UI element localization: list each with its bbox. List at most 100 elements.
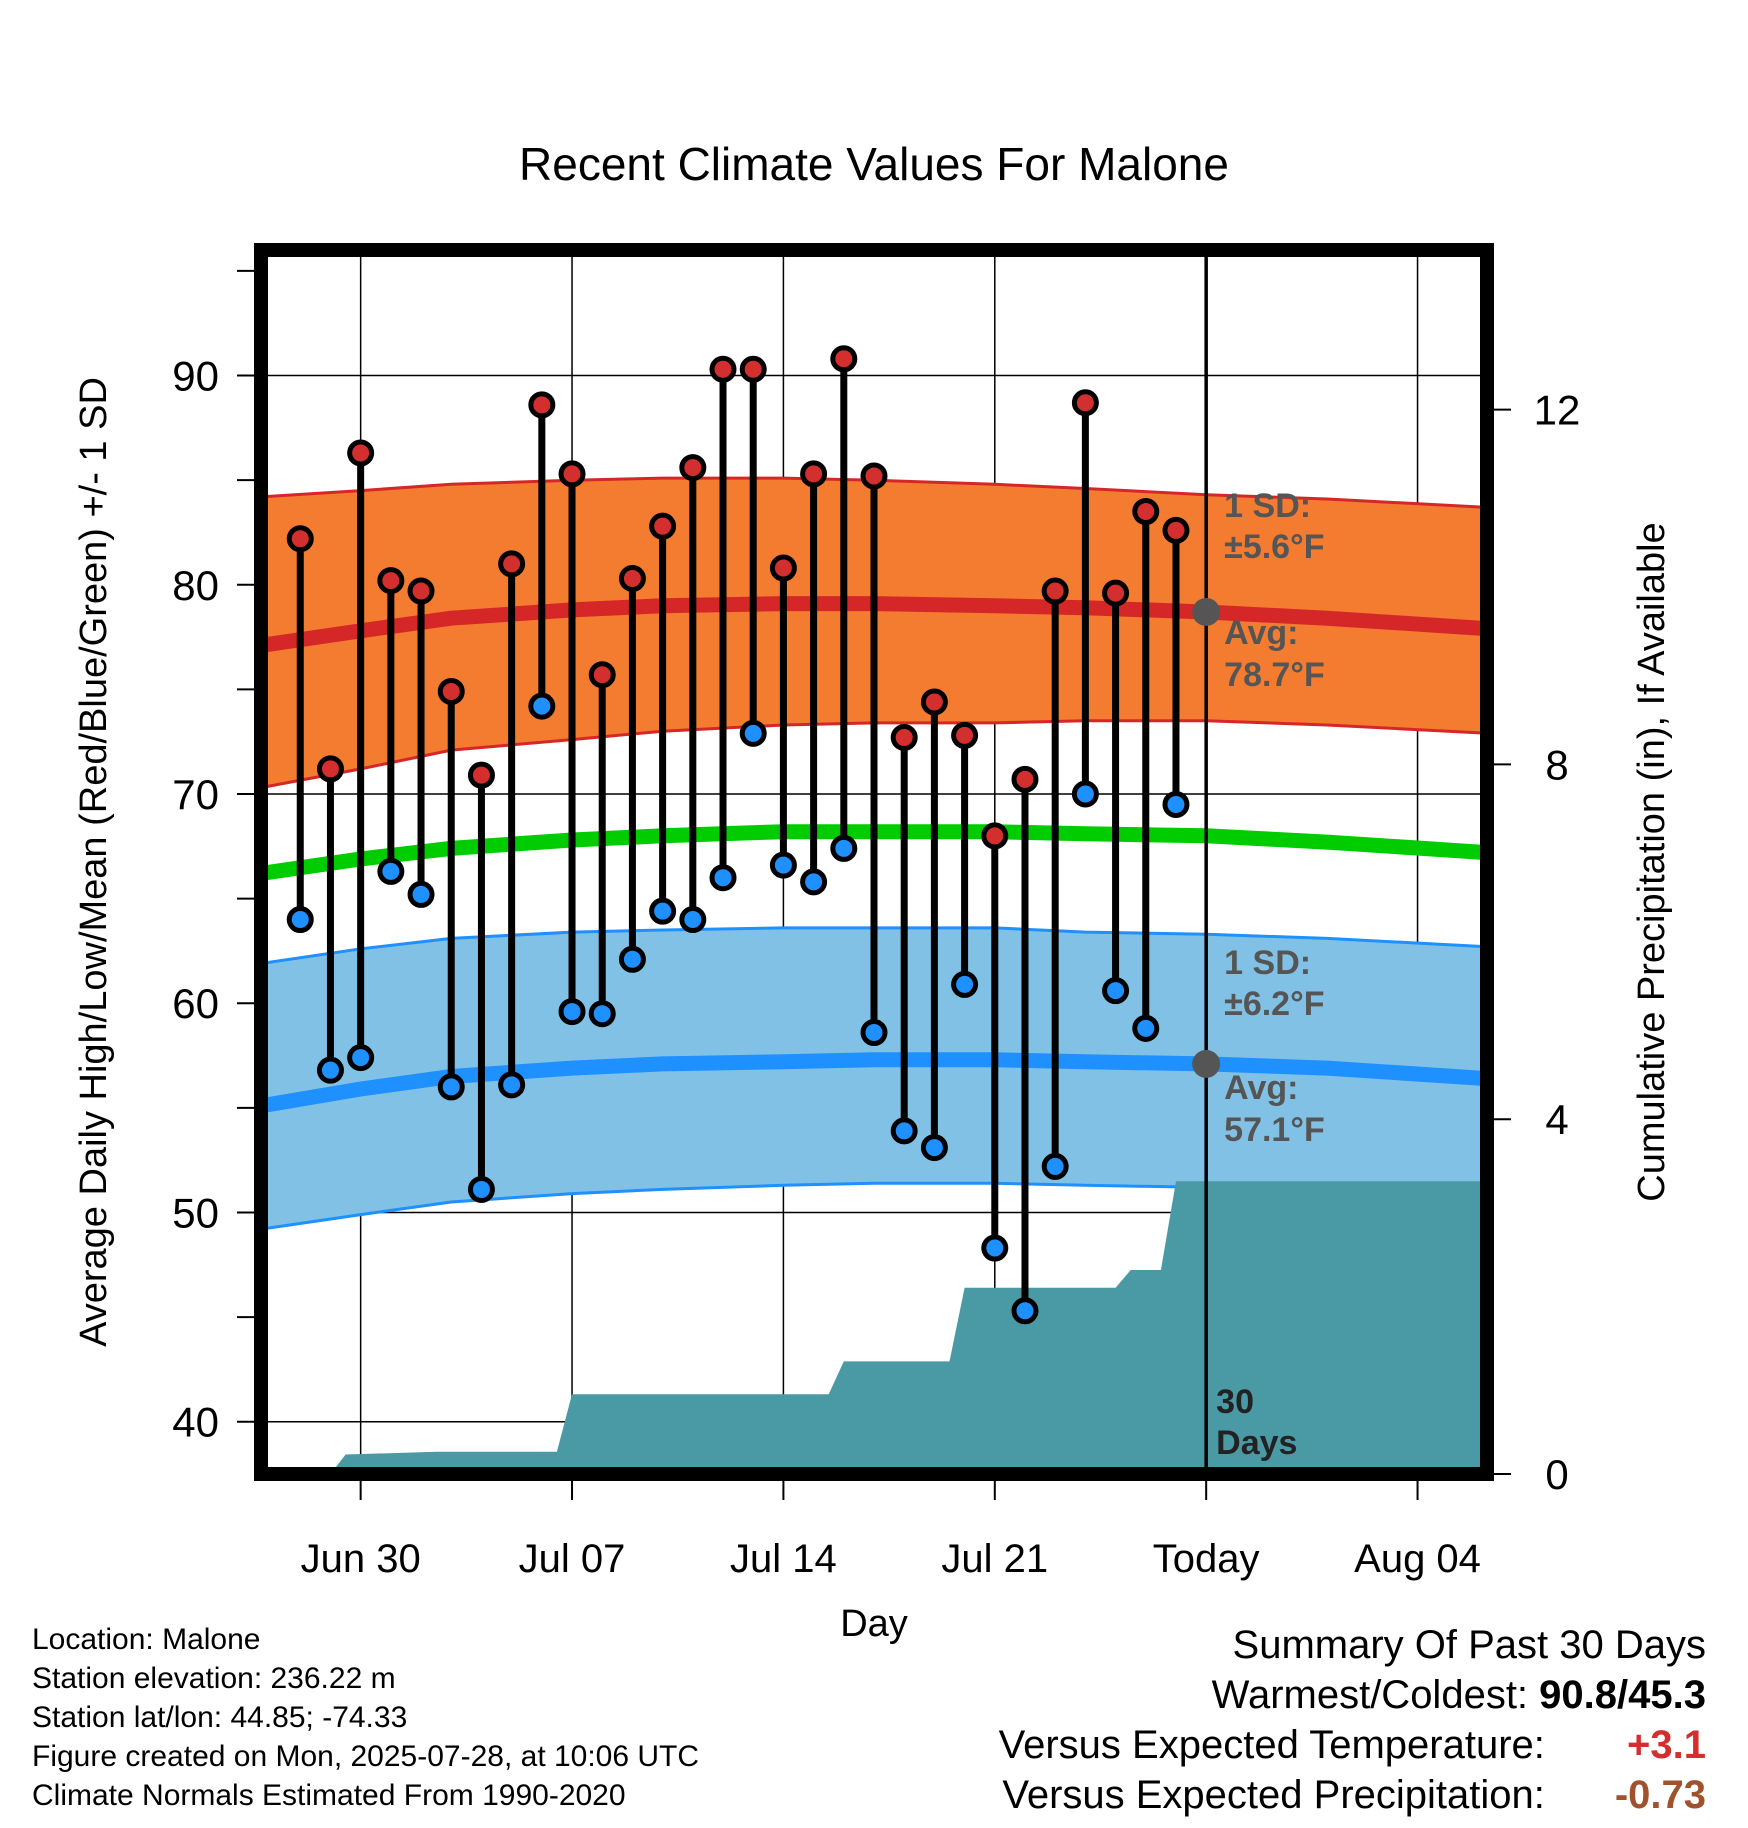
temp-label: Versus Expected Temperature: [998,1723,1545,1767]
obs-low-point [1071,780,1099,808]
chart-title: Recent Climate Values For Malone [519,138,1229,190]
obs-low-point [407,880,435,908]
obs-high-point [739,355,767,383]
x-tick-label: Today [1153,1537,1260,1581]
y2-axis-label: Cumulative Precipitation (in), If Availa… [1631,522,1673,1201]
obs-low-point [1011,1297,1039,1325]
info-location: Location: Malone [32,1623,261,1656]
obs-low-point [558,998,586,1026]
obs-low-point [649,897,677,925]
obs-low-point [286,906,314,934]
y2-tick-label: 4 [1545,1096,1568,1143]
obs-high-point [347,439,375,467]
today-low-avg-marker [1192,1049,1221,1078]
low-avg-line [261,1052,1487,1114]
obs-low-point [830,834,858,862]
high-sd-upper-line [261,476,1487,509]
y2-tick-label: 12 [1534,387,1581,434]
info-elevation: Station elevation: 236.22 m [32,1662,396,1695]
y-tick-label: 80 [172,562,219,609]
obs-low-point [860,1019,888,1047]
obs-high-point [286,525,314,553]
obs-high-point [1102,579,1130,607]
obs-low-point [1041,1152,1069,1180]
obs-high-point [1132,498,1160,526]
obs-high-point [1071,389,1099,417]
obs-high-point [316,755,344,783]
obs-high-point [981,822,1009,850]
obs-high-point [679,454,707,482]
info-latlon: Station lat/lon: 44.85; -74.33 [32,1701,408,1734]
obs-low-point [951,970,979,998]
low-avg-label: Avg: [1224,1069,1298,1107]
x-axis-label: Day [840,1603,908,1645]
low-sd-value: ±6.2°F [1224,985,1324,1023]
low-sd-upper-line [261,926,1487,965]
high-sd-lower-line [261,719,1487,790]
obs-low-point [528,692,556,720]
obs-low-point [1132,1014,1160,1042]
summary-title: Summary Of Past 30 Days [1232,1623,1706,1667]
obs-low-point [769,851,797,879]
obs-low-point [981,1234,1009,1262]
obs-low-point [498,1071,526,1099]
obs-low-point [800,868,828,896]
y-axis-right: 0 4 8 12 [1494,387,1580,1498]
warm-cold-label: Warmest/Coldest: [1211,1673,1529,1717]
summary-warm-cold: Warmest/Coldest: 90.8/45.3 [999,1670,1706,1720]
obs-low-point [377,857,405,885]
obs-low-point [1102,977,1130,1005]
obs-low-point [347,1044,375,1072]
warm-cold-value: 90.8/45.3 [1539,1673,1706,1717]
x-tick-label: Jul 14 [730,1537,837,1581]
y-tick-label: 90 [172,353,219,400]
info-normals: Climate Normals Estimated From 1990-2020 [32,1779,626,1812]
obs-high-point [558,460,586,488]
obs-high-point [618,564,646,592]
x-tick-label: Jul 21 [941,1537,1048,1581]
summary-temp: Versus Expected Temperature: +3.1 [999,1720,1706,1770]
obs-low-point [890,1117,918,1145]
station-info: Location: Malone Station elevation: 236.… [32,1620,699,1815]
obs-low-point [739,719,767,747]
temp-value: +3.1 [1627,1723,1706,1767]
obs-high-point [1011,765,1039,793]
plot-frame [254,243,1494,1481]
high-avg-label: Avg: [1224,614,1298,652]
low-sd-label: 1 SD: [1224,944,1311,982]
low-avg-value: 57.1°F [1224,1111,1325,1149]
days-count-label: 30 [1216,1383,1254,1421]
x-axis: Jun 30 Jul 07 Jul 14 Jul 21 Today Aug 04 [301,1481,1481,1581]
obs-low-point [588,1000,616,1028]
info-created: Figure created on Mon, 2025-07-28, at 10… [32,1740,700,1773]
high-sd-value: ±5.6°F [1224,528,1324,566]
obs-high-point [890,724,918,752]
precip-value: -0.73 [1614,1773,1706,1817]
precip-label: Versus Expected Precipitation: [1002,1773,1545,1817]
obs-high-point [709,355,737,383]
precip-area [261,1181,1487,1474]
obs-high-point [377,567,405,595]
obs-high-point [769,554,797,582]
y-axis-left: 40 50 60 70 80 90 [172,269,254,1446]
today-high-avg-marker [1192,597,1221,626]
obs-high-point [467,761,495,789]
y2-tick-label: 8 [1545,741,1568,788]
obs-low-point [316,1056,344,1084]
high-avg-value: 78.7°F [1224,656,1325,694]
y-tick-label: 50 [172,1189,219,1236]
obs-low-point [1162,790,1190,818]
obs-high-point [1041,577,1069,605]
x-tick-label: Aug 04 [1354,1537,1481,1581]
obs-low-point [437,1073,465,1101]
x-tick-label: Jul 07 [519,1537,626,1581]
obs-low-point [709,864,737,892]
obs-high-point [1162,516,1190,544]
obs-high-point [920,688,948,716]
y2-tick-label: 0 [1545,1451,1568,1498]
obs-low-point [467,1175,495,1203]
obs-high-point [498,550,526,578]
y-tick-label: 70 [172,771,219,818]
